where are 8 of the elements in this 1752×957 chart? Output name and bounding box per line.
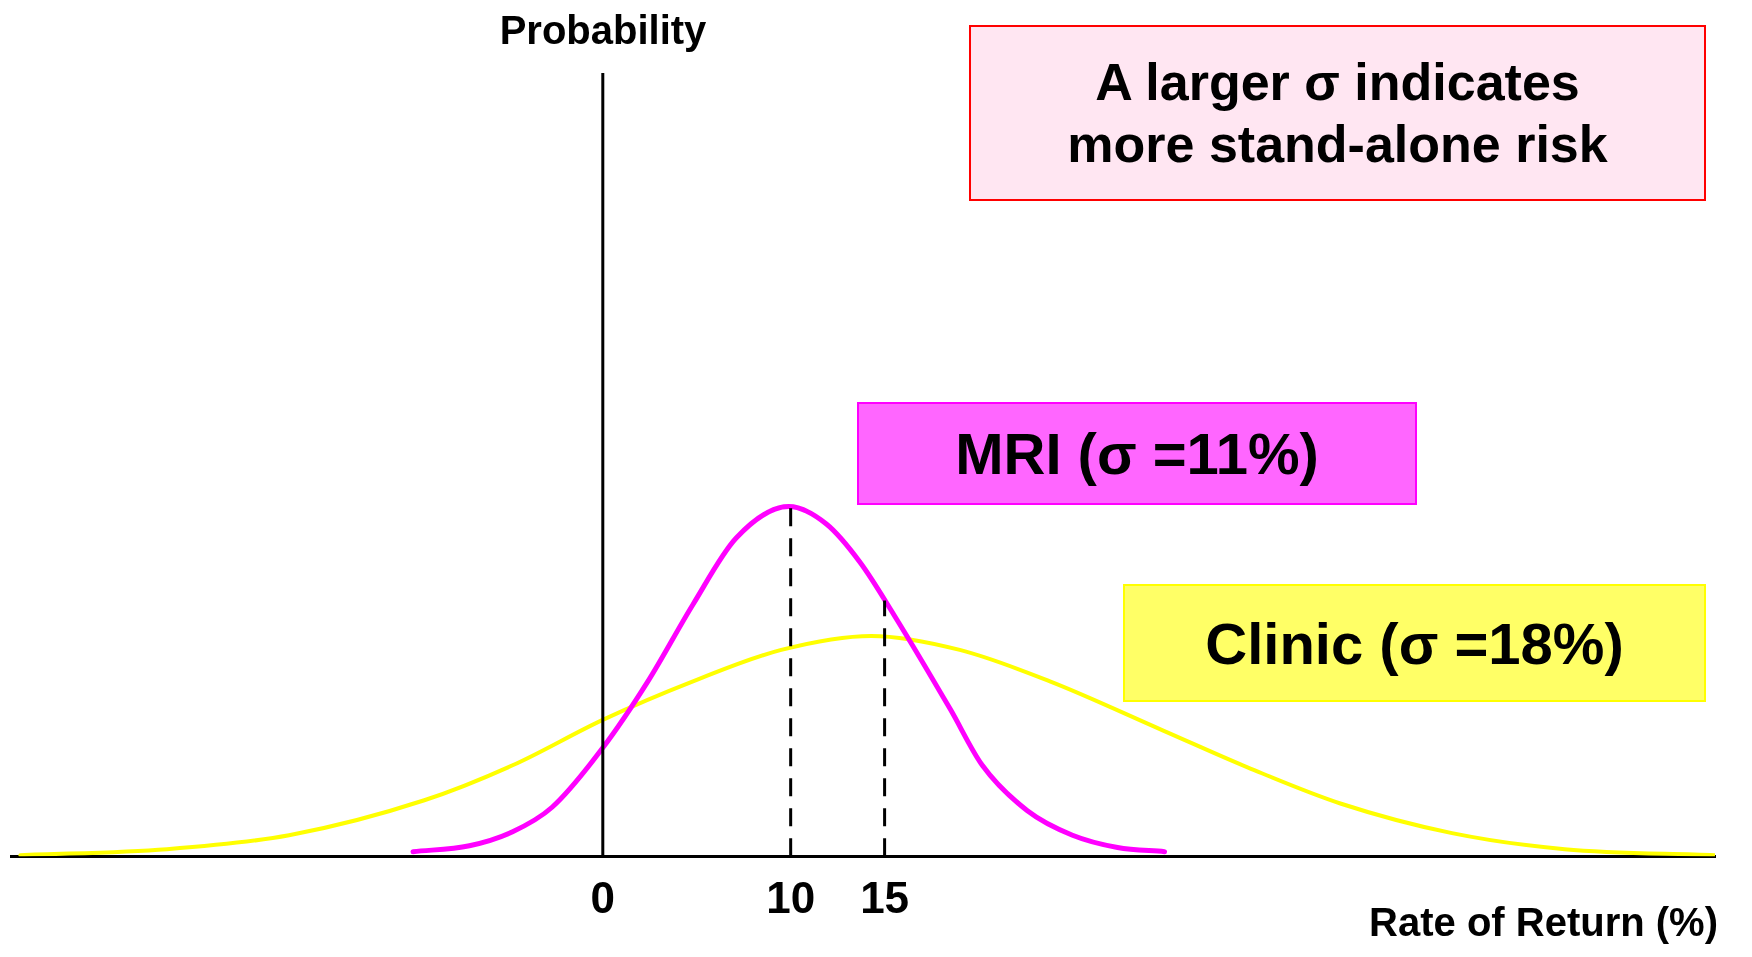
text: Probability xyxy=(499,8,707,53)
x-tick-label: 15 xyxy=(860,872,910,922)
text: MRI (σ =11%) xyxy=(857,402,1417,505)
series-label: Clinic (σ =18%) xyxy=(1123,584,1706,702)
x-tick-label: 0 xyxy=(590,872,616,922)
x-axis-title: Rate of Return (%) xyxy=(1369,900,1718,945)
x-tick-label: 10 xyxy=(766,872,816,922)
text: A larger σ indicates more stand-alone risk xyxy=(969,25,1706,201)
